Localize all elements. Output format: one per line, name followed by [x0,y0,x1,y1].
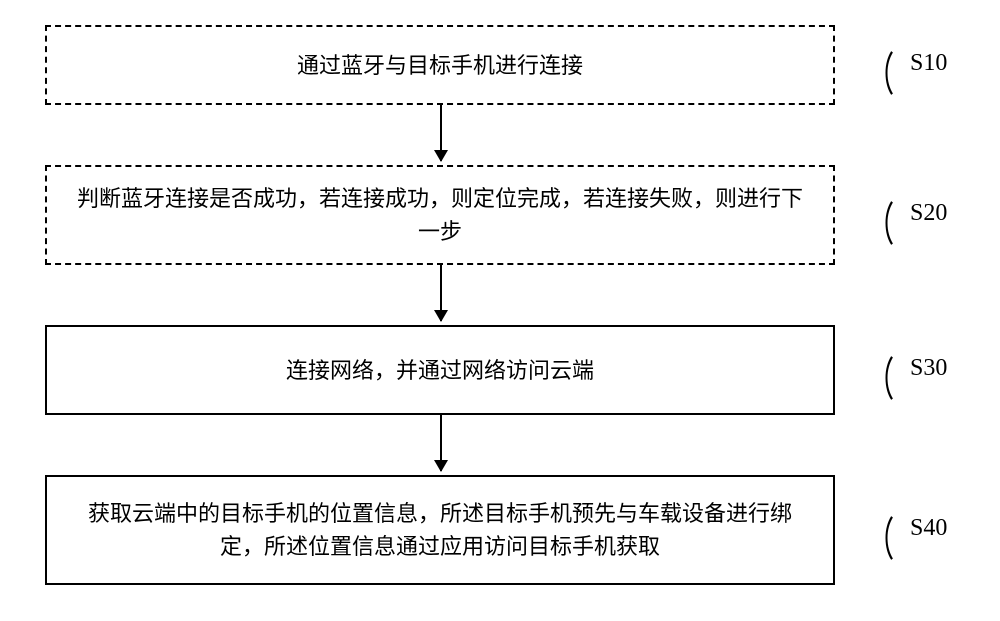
step-label-s40: S40 [910,515,947,542]
step-box-s40: 获取云端中的目标手机的位置信息，所述目标手机预先与车载设备进行绑定，所述位置信息… [45,475,835,585]
step-box-s20: 判断蓝牙连接是否成功，若连接成功，则定位完成，若连接失败，则进行下一步 [45,165,835,265]
brace-s10: ︶ [861,50,901,96]
step-label-s30: S30 [910,355,947,382]
brace-s20: ︶ [861,200,901,246]
arrow-2 [440,265,442,321]
brace-s40: ︶ [861,515,901,561]
flowchart-container: 通过蓝牙与目标手机进行连接 ︶ S10 判断蓝牙连接是否成功，若连接成功，则定位… [0,0,1000,621]
step-label-s20: S20 [910,200,947,227]
step-text: 判断蓝牙连接是否成功，若连接成功，则定位完成，若连接失败，则进行下一步 [67,182,813,248]
step-label-s10: S10 [910,50,947,77]
step-box-s30: 连接网络，并通过网络访问云端 [45,325,835,415]
step-text: 通过蓝牙与目标手机进行连接 [297,49,583,82]
arrow-3 [440,415,442,471]
step-text: 获取云端中的目标手机的位置信息，所述目标手机预先与车载设备进行绑定，所述位置信息… [67,497,813,563]
step-box-s10: 通过蓝牙与目标手机进行连接 [45,25,835,105]
brace-s30: ︶ [861,355,901,401]
arrow-1 [440,105,442,161]
step-text: 连接网络，并通过网络访问云端 [286,354,594,387]
